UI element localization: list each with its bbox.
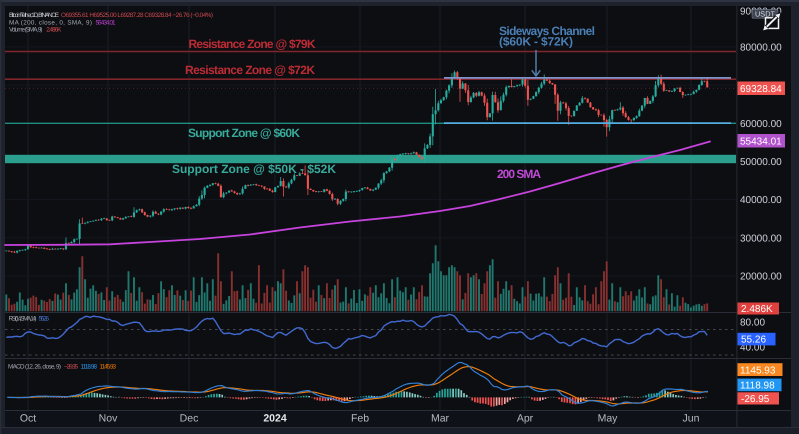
svg-text:55.26: 55.26 [39,316,50,323]
svg-text:Resistance Zone @ $79K: Resistance Zone @ $79K [189,37,316,51]
svg-text:2024: 2024 [263,413,287,425]
svg-text:50000.00: 50000.00 [740,157,782,168]
svg-text:Mar: Mar [431,413,450,425]
svg-text:Apr: Apr [517,413,534,425]
svg-text:2.486K: 2.486K [46,27,62,34]
svg-text:55.26: 55.26 [741,335,766,346]
svg-text:Jun: Jun [683,413,700,425]
svg-text:55434.01: 55434.01 [740,136,782,147]
svg-text:MACD (12, 26, close, 9): MACD (12, 26, close, 9) [8,364,61,371]
svg-text:1145.93: 1145.93 [100,364,117,371]
svg-text:80.00: 80.00 [740,318,765,329]
svg-text:($60K - $72K): ($60K - $72K) [499,35,573,49]
svg-text:69328.84: 69328.84 [740,84,782,95]
svg-text:40.00: 40.00 [740,343,765,354]
svg-text:Nov: Nov [99,413,118,425]
svg-text:Resistance Zone @ $72K: Resistance Zone @ $72K [185,63,315,77]
svg-text:1118.98: 1118.98 [740,381,775,392]
svg-text:30000.00: 30000.00 [740,233,782,244]
svg-text:Bitcoin/Tether, 1D, BINANCE: Bitcoin/Tether, 1D, BINANCE [9,12,59,19]
svg-text:40000.00: 40000.00 [740,195,782,206]
svg-text:Oct: Oct [20,413,36,425]
svg-text:Support Zone @ $50K - $52K: Support Zone @ $50K - $52K [172,162,336,176]
svg-text:1118.98: 1118.98 [81,364,98,371]
svg-text:200 SMA: 200 SMA [497,167,541,181]
svg-text:Feb: Feb [351,413,369,425]
svg-text:Dec: Dec [180,413,199,425]
svg-text:MA (200, close, 0, SMA, 9): MA (200, close, 0, SMA, 9) [9,20,92,27]
svg-text:2.486K: 2.486K [741,304,773,315]
svg-text:80000.00: 80000.00 [740,42,782,53]
svg-text:20000.00: 20000.00 [740,271,782,282]
svg-text:Support Zone @ $60K: Support Zone @ $60K [188,126,300,140]
svg-text:-26.95: -26.95 [741,394,770,405]
svg-text:O69355.61 H69525.00 L69287.28: O69355.61 H69525.00 L69287.28 C69328.84 … [61,12,213,19]
svg-text:USDT: USDT [755,9,775,18]
svg-text:55434.01: 55434.01 [96,20,116,27]
svg-text:RSI (14, SMA, 14): RSI (14, SMA, 14) [9,316,37,323]
svg-text:1145.93: 1145.93 [740,365,776,376]
svg-text:60000.00: 60000.00 [740,119,782,130]
svg-text:Volume (SMA, 9): Volume (SMA, 9) [9,27,42,34]
svg-text:−26.95: −26.95 [64,364,78,371]
svg-text:May: May [598,413,619,425]
svg-text:Sideways Channel: Sideways Channel [499,24,595,38]
